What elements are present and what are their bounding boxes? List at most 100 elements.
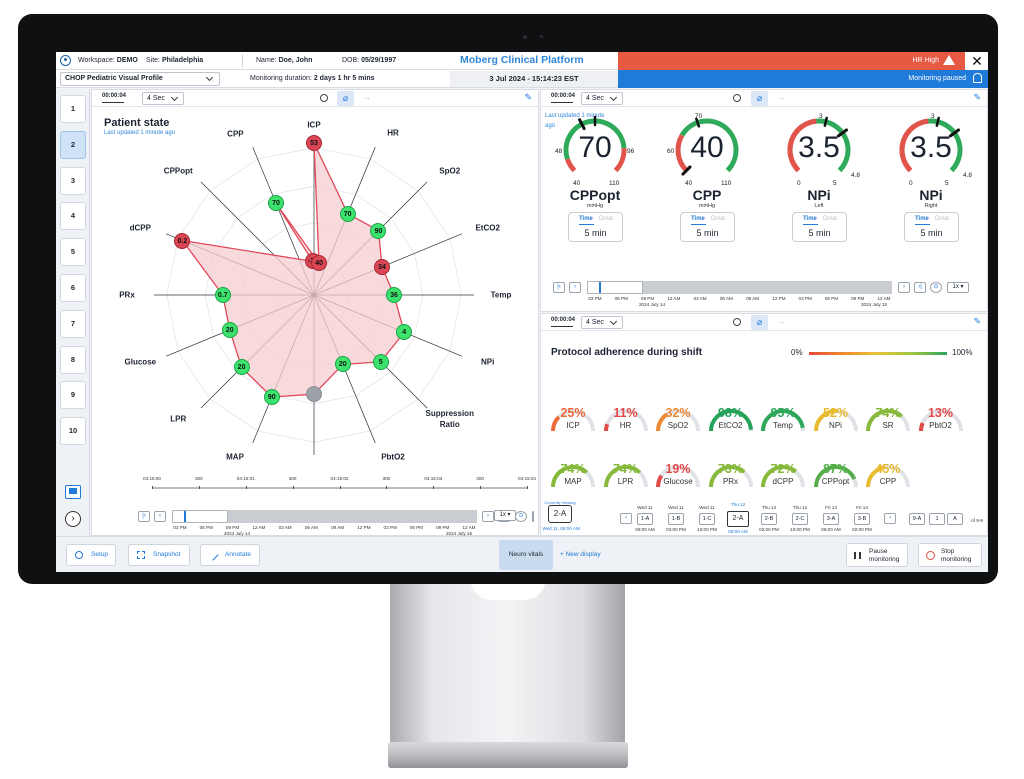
pause-monitoring-button[interactable]: Pause monitoring <box>846 543 908 567</box>
step-back-button[interactable]: ‹ <box>154 511 166 522</box>
playback-speed-select[interactable]: 1x ▾ <box>947 282 969 293</box>
arrow-right-icon[interactable]: → <box>777 93 785 102</box>
end-shift[interactable]: 9-A <box>909 513 925 525</box>
shift-item[interactable]: 1-B <box>668 513 684 525</box>
timeline-cursor[interactable] <box>599 282 601 293</box>
tab-time[interactable]: Time <box>579 216 594 226</box>
tab-neuro-vitals[interactable]: Neuro vitals <box>499 540 553 570</box>
shift-next-button[interactable]: › <box>884 513 896 524</box>
timeline-scrubber[interactable] <box>587 281 892 294</box>
radar-point[interactable]: 40 <box>311 255 327 272</box>
tab-time[interactable]: Time <box>803 216 818 226</box>
clock-icon[interactable] <box>320 94 328 102</box>
radar-point[interactable]: 4 <box>396 324 413 341</box>
radar-point[interactable]: 0.2 <box>174 232 191 249</box>
tab-dose[interactable]: Dose <box>711 216 726 222</box>
shift-prev-button[interactable]: ‹ <box>620 513 632 524</box>
new-display-button[interactable]: + New display <box>560 551 601 558</box>
jump-start-button[interactable]: |‹ <box>138 511 150 522</box>
expand-rail-button[interactable]: › <box>65 511 81 527</box>
rail-display-3[interactable]: 3 <box>60 166 86 195</box>
setup-button[interactable]: Setup <box>66 544 116 566</box>
link-icon[interactable]: ⌀ <box>337 91 354 106</box>
radar-point[interactable]: 90 <box>370 222 387 239</box>
shift-item[interactable]: 2-C <box>792 513 808 525</box>
radar-point[interactable]: 0.7 <box>214 287 231 303</box>
step-forward-button[interactable]: › <box>482 511 494 522</box>
edit-icon[interactable]: ✎ <box>524 92 532 102</box>
interval-select[interactable]: 4 Sec <box>581 316 623 329</box>
arrow-right-icon[interactable]: → <box>777 317 785 326</box>
shift-item[interactable]: 1-A <box>637 513 653 525</box>
step-forward-button[interactable]: › <box>898 282 910 293</box>
radar-point[interactable]: 5 <box>372 353 389 370</box>
rail-display-6[interactable]: 6 <box>60 274 86 302</box>
shift-time: 02:00 PM <box>759 527 779 532</box>
timeline-window[interactable] <box>172 510 228 523</box>
tab-dose[interactable]: Dose <box>599 216 614 222</box>
monitor-icon[interactable] <box>65 485 81 499</box>
annotate-button[interactable]: Annotate <box>200 544 260 566</box>
radar-point[interactable]: 20 <box>334 356 351 373</box>
shift-item[interactable]: 3-B <box>854 513 870 525</box>
bell-icon[interactable] <box>973 73 982 83</box>
snapshot-button[interactable]: Snapshot <box>128 544 190 566</box>
time-dose-card[interactable]: Time Dose 5 min <box>568 212 623 242</box>
shift-timeline: Currently Viewing 2-A Wed 11, 06:00 AM ‹… <box>541 496 988 536</box>
radar-point[interactable]: 53 <box>306 135 322 151</box>
radar-point[interactable]: 36 <box>386 287 402 303</box>
stop-monitoring-button[interactable]: Stop monitoring <box>918 543 982 567</box>
shift-item[interactable]: 2-A <box>727 511 749 527</box>
live-button[interactable]: ⊙ <box>930 282 942 293</box>
time-dose-card[interactable]: Time Dose 5 min <box>904 212 959 242</box>
playback-speed-select[interactable]: 1x ▾ <box>494 510 516 521</box>
timeline-scrubber[interactable] <box>172 510 477 523</box>
arrow-right-icon[interactable]: → <box>363 93 371 102</box>
radar-point[interactable]: 20 <box>233 359 250 376</box>
day-select[interactable]: 1 <box>929 513 945 525</box>
shift-item[interactable]: 2-B <box>761 513 777 525</box>
user-icon[interactable] <box>60 55 71 66</box>
tab-time[interactable]: Time <box>915 216 930 226</box>
radar-point[interactable]: 70 <box>339 205 356 222</box>
clock-icon[interactable] <box>733 318 741 326</box>
radar-point[interactable]: 34 <box>373 258 390 275</box>
rail-display-9[interactable]: 9 <box>60 381 86 410</box>
timeline-window[interactable] <box>587 281 643 294</box>
edit-icon[interactable]: ✎ <box>973 316 981 326</box>
step-back-button[interactable]: ‹ <box>569 282 581 293</box>
radar-point[interactable]: 20 <box>221 321 238 338</box>
link-icon[interactable]: ⌀ <box>751 91 768 106</box>
rail-display-2[interactable]: 2 <box>60 130 86 159</box>
interval-select[interactable]: 4 Sec <box>142 92 184 105</box>
alert-banner[interactable]: HR High <box>618 52 965 70</box>
timeline-cursor[interactable] <box>184 511 186 522</box>
radar-point[interactable]: 90 <box>263 388 280 405</box>
shift-select[interactable]: A <box>947 513 963 525</box>
clock-icon[interactable] <box>733 94 741 102</box>
tab-time[interactable]: Time <box>691 216 706 226</box>
rail-display-1[interactable]: 1 <box>60 95 86 123</box>
radar-point[interactable]: 70 <box>268 195 285 212</box>
edit-icon[interactable]: ✎ <box>973 92 981 102</box>
shift-item[interactable]: 1-C <box>699 513 715 525</box>
interval-select[interactable]: 4 Sec <box>581 92 623 105</box>
radar-point[interactable] <box>306 386 322 403</box>
profile-select[interactable]: CHOP Pediatric Visual Profile <box>60 72 220 86</box>
tab-dose[interactable]: Dose <box>935 216 950 222</box>
time-dose-card[interactable]: Time Dose 5 min <box>680 212 735 242</box>
close-button[interactable]: ✕ <box>966 52 988 70</box>
shift-item[interactable]: 3-A <box>823 513 839 525</box>
tab-dose[interactable]: Dose <box>823 216 838 222</box>
link-icon[interactable]: ⌀ <box>751 315 768 330</box>
jump-start-button[interactable]: |‹ <box>553 282 565 293</box>
rail-display-8[interactable]: 8 <box>60 345 86 374</box>
rail-display-7[interactable]: 7 <box>60 309 86 338</box>
jump-end-button[interactable]: ›| <box>914 282 926 293</box>
current-shift[interactable]: 2-A <box>548 505 572 523</box>
time-dose-card[interactable]: Time Dose 5 min <box>792 212 847 242</box>
live-button[interactable]: ⊙ <box>515 511 527 522</box>
rail-display-4[interactable]: 4 <box>60 202 86 231</box>
rail-display-10[interactable]: 10 <box>60 417 86 446</box>
rail-display-5[interactable]: 5 <box>60 238 86 267</box>
